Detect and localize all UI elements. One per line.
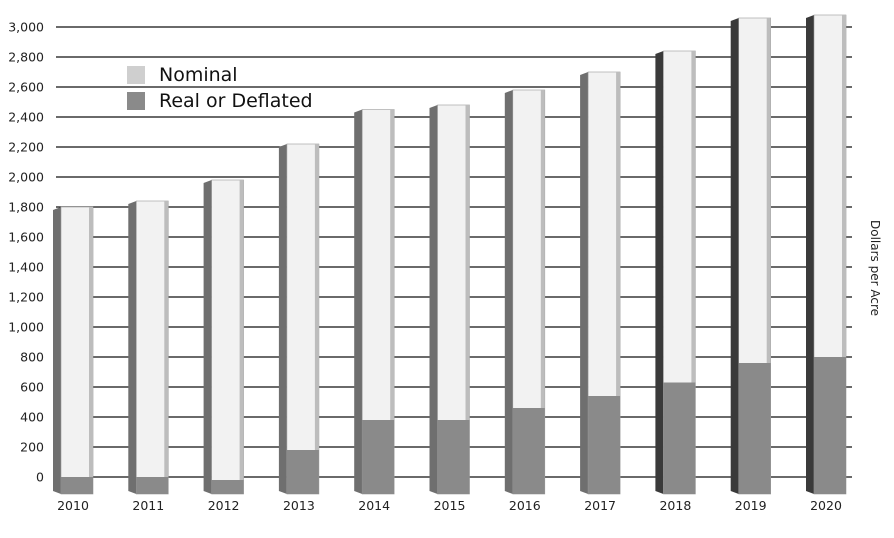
y-axis-label: Dollars per Acre <box>868 220 882 316</box>
bar-nominal-2010 <box>60 206 94 495</box>
bar-edge-2010 <box>89 207 93 494</box>
bar-real-2019 <box>738 363 771 494</box>
bar-nominal-2011 <box>136 200 169 495</box>
y-tick-label: 2,000 <box>8 170 44 185</box>
bar-side-2016 <box>504 90 513 494</box>
bar-edge-2012 <box>239 180 244 494</box>
y-tick-label: 2,400 <box>8 110 44 125</box>
y-tick-label: 1,800 <box>8 200 44 215</box>
bar-side-2014 <box>354 109 363 494</box>
bar-real-2010 <box>61 477 93 494</box>
bar-side-2018 <box>655 51 664 494</box>
y-tick-label: 1,000 <box>8 320 44 335</box>
x-tick-label: 2011 <box>132 498 164 513</box>
bar-real-2012 <box>211 480 244 494</box>
y-tick-label: 600 <box>20 380 44 395</box>
y-tick-label: 1,600 <box>8 230 44 245</box>
bar-side-2011 <box>128 201 137 494</box>
x-tick-label: 2013 <box>283 498 315 513</box>
bar-side-2015 <box>429 105 438 494</box>
x-tick-label: 2019 <box>735 498 767 513</box>
bar-nominal-2013 <box>286 143 320 495</box>
bar-side-2013 <box>278 144 287 494</box>
x-tick-label: 2016 <box>509 498 541 513</box>
bar-edge-2014 <box>390 109 395 494</box>
bar-edge-2013 <box>314 144 319 494</box>
bar-side-2020 <box>806 15 814 494</box>
bar-edge-2016 <box>540 90 545 494</box>
x-tick-label: 2020 <box>810 498 842 513</box>
bar-side-2017 <box>580 72 589 494</box>
y-tick-label: 2,600 <box>8 80 44 95</box>
legend-swatch-nominal <box>127 66 145 84</box>
y-tick-label: 3,000 <box>8 20 44 35</box>
bar-edge-2019 <box>766 18 771 494</box>
y-tick-label: 2,200 <box>8 140 44 155</box>
bar-side-2012 <box>203 180 212 494</box>
bar-real-2017 <box>588 396 621 494</box>
bar-edge-2018 <box>691 51 696 494</box>
x-axis-ticks: 2010 2011 2012 2013 2014 2015 2016 2017 2018 2019… <box>57 498 842 513</box>
bar-real-2018 <box>663 382 696 494</box>
y-tick-label: 800 <box>20 350 44 365</box>
y-tick-label: 2,800 <box>8 50 44 65</box>
x-tick-label: 2010 <box>57 498 89 513</box>
y-tick-label: 1,200 <box>8 290 44 305</box>
bar-edge-2020 <box>842 15 846 494</box>
bar-real-2014 <box>362 420 395 494</box>
legend: Nominal Real or Deflated <box>127 63 313 115</box>
y-tick-label: 0 <box>36 470 44 485</box>
y-tick-label: 400 <box>20 410 44 425</box>
bar-real-2015 <box>437 420 470 494</box>
bar-real-2020 <box>814 357 846 494</box>
x-tick-label: 2017 <box>584 498 616 513</box>
legend-label-real: Real or Deflated <box>159 90 313 112</box>
bar-edge-2015 <box>465 105 470 494</box>
bar-real-2011 <box>136 477 169 494</box>
bar-side-2019 <box>730 18 739 494</box>
bars <box>53 14 847 495</box>
y-axis-ticks: 0 200 400 600 800 1,000 1,200 1,400 1,600 1,800 2,… <box>8 20 44 485</box>
x-tick-label: 2012 <box>208 498 240 513</box>
bar-edge-2017 <box>616 72 621 494</box>
bar-side-2010 <box>53 207 61 494</box>
bar-nominal-2012 <box>211 179 244 495</box>
x-tick-label: 2015 <box>434 498 466 513</box>
legend-label-nominal: Nominal <box>159 64 238 86</box>
y-tick-label: 1,400 <box>8 260 44 275</box>
y-tick-label: 200 <box>20 440 44 455</box>
legend-item-real: Real or Deflated <box>127 89 313 113</box>
bar-real-2016 <box>512 408 545 494</box>
legend-swatch-real <box>127 92 145 110</box>
bar-edge-2011 <box>164 201 169 494</box>
x-tick-label: 2014 <box>358 498 390 513</box>
bar-real-2013 <box>286 450 319 494</box>
legend-item-nominal: Nominal <box>127 63 313 87</box>
x-tick-label: 2018 <box>659 498 691 513</box>
